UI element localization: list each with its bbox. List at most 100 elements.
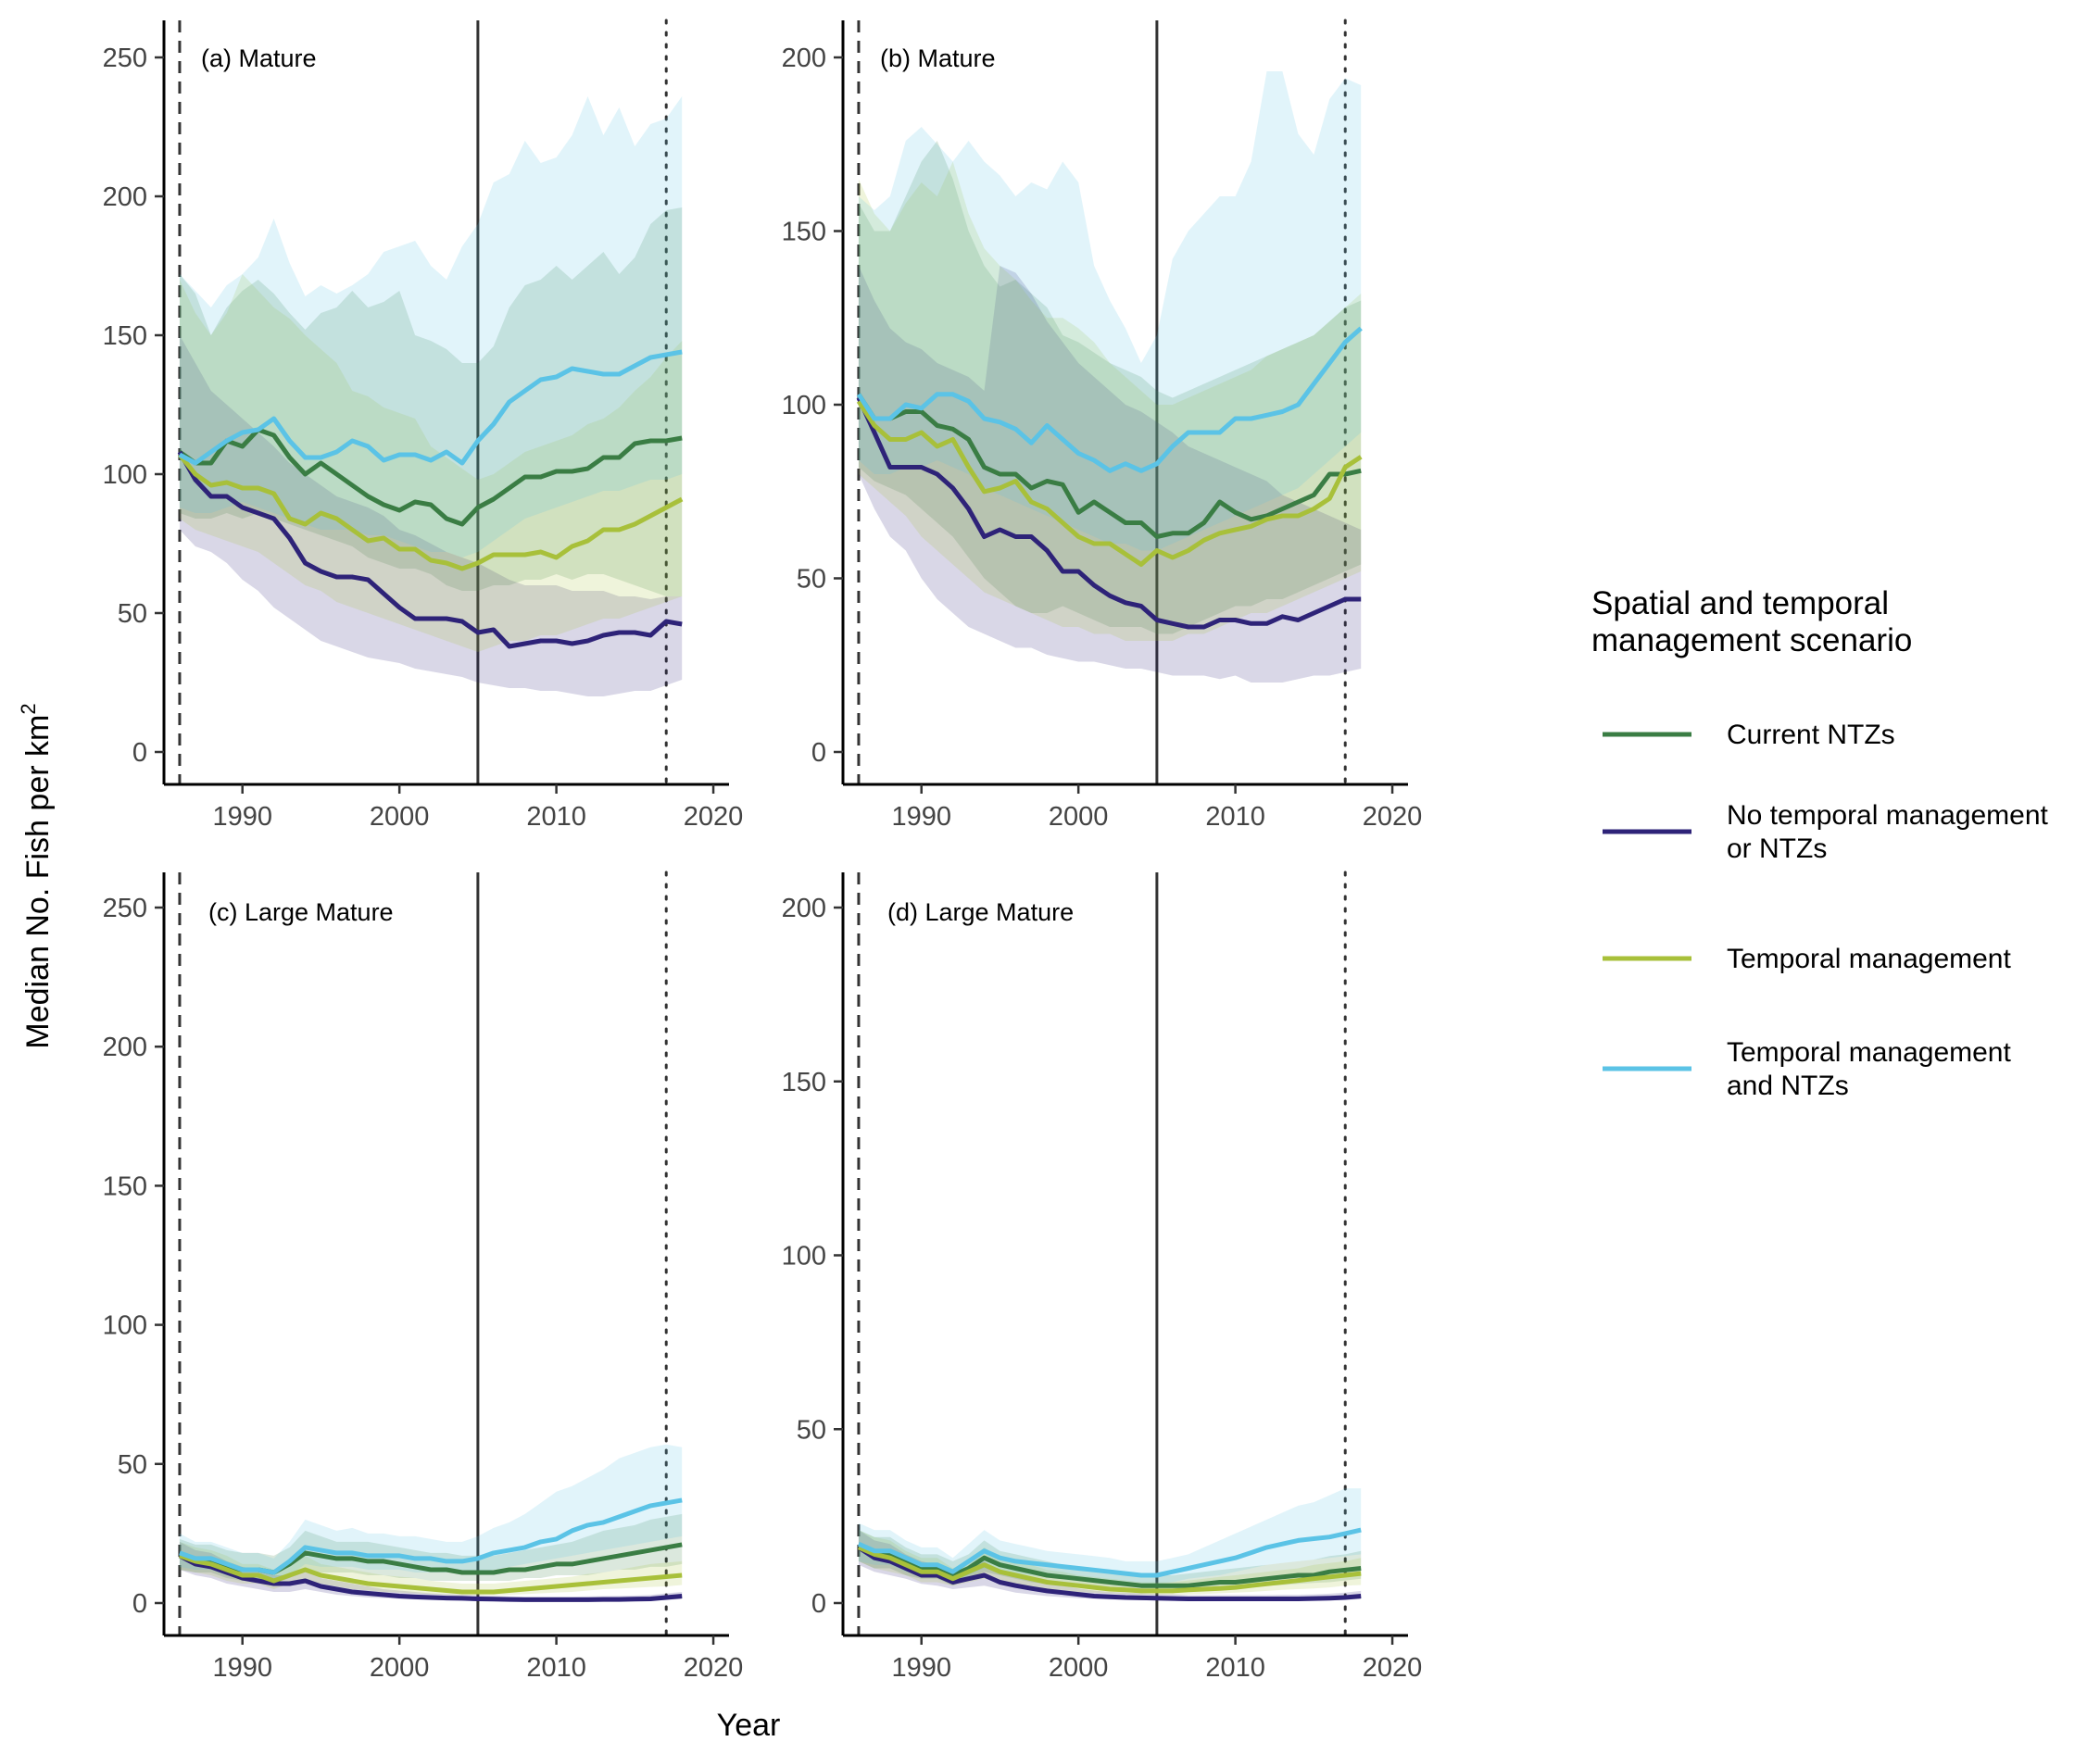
axes — [841, 872, 1408, 1637]
line-current-ntzs — [857, 1545, 1362, 1588]
band-no-temporal-management-or-ntzs — [858, 266, 1362, 683]
panel-title: (a) Mature — [201, 44, 317, 72]
x-tick-label: 1990 — [891, 1653, 951, 1683]
line-temporal-management — [179, 1553, 683, 1595]
panel-c: 0 50 100 150 200 250 1990 2000 2010 2020 (c) Lar… — [103, 871, 743, 1683]
legend-label: Current NTZs — [1727, 720, 1895, 750]
series-lines — [178, 1497, 683, 1602]
y-tick-label: 50 — [797, 565, 826, 595]
y-axis-label-text: Median No. Fish per km — [20, 715, 56, 1049]
y-tick-label: 150 — [782, 218, 826, 247]
x-tick-label: 2020 — [1363, 802, 1423, 832]
axes — [841, 20, 1408, 786]
y-tick-label: 0 — [811, 1589, 826, 1619]
line-temporal-management-and-ntzs — [179, 1497, 683, 1575]
panel-title: (c) Large Mature — [208, 898, 394, 926]
legend-label: Temporal management — [1727, 1037, 2011, 1068]
x-tick-label: 2010 — [1205, 802, 1265, 832]
line-no-temporal-management-or-ntzs — [178, 1553, 683, 1602]
series-lines — [177, 349, 684, 649]
y-tick-label: 200 — [103, 1033, 147, 1062]
line-no-temporal-management-or-ntzs — [857, 1545, 1362, 1601]
y-tick-label: 250 — [103, 44, 147, 73]
panel-b: 0 50 100 150 200 1990 2000 2010 2020 (b) Mature — [782, 19, 1422, 832]
line-temporal-management — [856, 399, 1363, 567]
band-temporal-management — [179, 1541, 683, 1596]
band-no-temporal-management-or-ntzs — [179, 1541, 683, 1601]
y-tick-label: 100 — [782, 1242, 826, 1272]
y-axis-label: Median No. Fish per km2 — [17, 703, 56, 1048]
line-current-ntzs — [178, 427, 683, 527]
y-ticks: 0 50 100 150 200 — [782, 894, 843, 1619]
x-tick-label: 1990 — [212, 802, 272, 832]
legend: Spatial and temporal management scenario… — [1591, 585, 2049, 1101]
panel-title: (d) Large Mature — [887, 898, 1074, 926]
line-temporal-management-and-ntzs — [178, 349, 683, 466]
legend-title-line-1: Spatial and temporal — [1591, 585, 1889, 621]
line-no-temporal-management-or-ntzs — [177, 450, 683, 649]
legend-title-line-2: management scenario — [1591, 622, 1912, 658]
line-no-temporal-management-or-ntzs — [856, 396, 1362, 630]
reference-lines — [857, 19, 1347, 786]
x-tick-label: 2000 — [370, 802, 430, 832]
y-tick-label: 0 — [811, 738, 826, 768]
y-ticks: 0 50 100 150 200 250 — [103, 894, 164, 1619]
y-tick-label: 150 — [782, 1068, 826, 1097]
line-current-ntzs — [856, 393, 1362, 539]
y-tick-label: 50 — [118, 1450, 147, 1480]
reference-lines — [178, 19, 668, 786]
y-tick-label: 200 — [103, 182, 147, 212]
axes — [162, 20, 729, 786]
x-ticks: 1990 2000 2010 2020 — [891, 1635, 1422, 1683]
x-tick-label: 2010 — [526, 1653, 586, 1683]
band-no-temporal-management-or-ntzs — [858, 1530, 1362, 1601]
x-tick-label: 2010 — [1205, 1653, 1265, 1683]
x-ticks: 1990 2000 2010 2020 — [891, 784, 1422, 832]
y-tick-label: 100 — [782, 391, 826, 420]
x-tick-label: 2010 — [526, 802, 586, 832]
y-tick-label: 200 — [782, 894, 826, 923]
line-temporal-management — [177, 453, 684, 571]
panel-title: (b) Mature — [880, 44, 996, 72]
band-temporal-management-and-ntzs — [858, 71, 1362, 551]
y-tick-label: 100 — [103, 460, 147, 490]
y-tick-label: 50 — [797, 1415, 826, 1445]
y-tick-label: 250 — [103, 894, 147, 923]
y-tick-label: 0 — [132, 738, 147, 768]
y-axis-label-superscript: 2 — [17, 703, 40, 714]
x-axis-label: Year — [717, 1708, 781, 1743]
y-ticks: 0 50 100 150 200 250 — [103, 44, 164, 768]
series-lines — [857, 1527, 1362, 1601]
x-ticks: 1990 2000 2010 2020 — [212, 1635, 743, 1683]
x-tick-label: 2020 — [684, 1653, 744, 1683]
x-tick-label: 1990 — [891, 802, 951, 832]
panel-a: 0 50 100 150 200 250 1990 2000 2010 2020 (a) Mat… — [103, 19, 743, 832]
y-tick-label: 100 — [103, 1311, 147, 1341]
band-temporal-management-and-ntzs — [179, 96, 683, 558]
x-ticks: 1990 2000 2010 2020 — [212, 784, 743, 832]
legend-label: Temporal management — [1727, 944, 2011, 974]
band-no-temporal-management-or-ntzs — [179, 335, 683, 696]
reference-lines — [178, 871, 668, 1637]
x-tick-label: 2020 — [1363, 1653, 1423, 1683]
axes — [162, 872, 729, 1637]
band-temporal-management — [858, 161, 1362, 641]
y-ticks: 0 50 100 150 200 — [782, 44, 843, 768]
line-temporal-management-and-ntzs — [857, 1527, 1362, 1578]
band-temporal-management — [858, 1530, 1362, 1595]
y-tick-label: 0 — [132, 1589, 147, 1619]
line-temporal-management — [857, 1545, 1362, 1594]
line-temporal-management-and-ntzs — [856, 326, 1363, 473]
reference-lines — [857, 871, 1347, 1637]
x-tick-label: 1990 — [212, 1653, 272, 1683]
legend-item-temporal-management: Temporal management — [1603, 944, 2011, 974]
y-tick-label: 200 — [782, 44, 826, 73]
confidence-bands — [179, 96, 683, 696]
band-current-ntzs — [858, 1530, 1362, 1590]
y-tick-label: 150 — [103, 321, 147, 351]
